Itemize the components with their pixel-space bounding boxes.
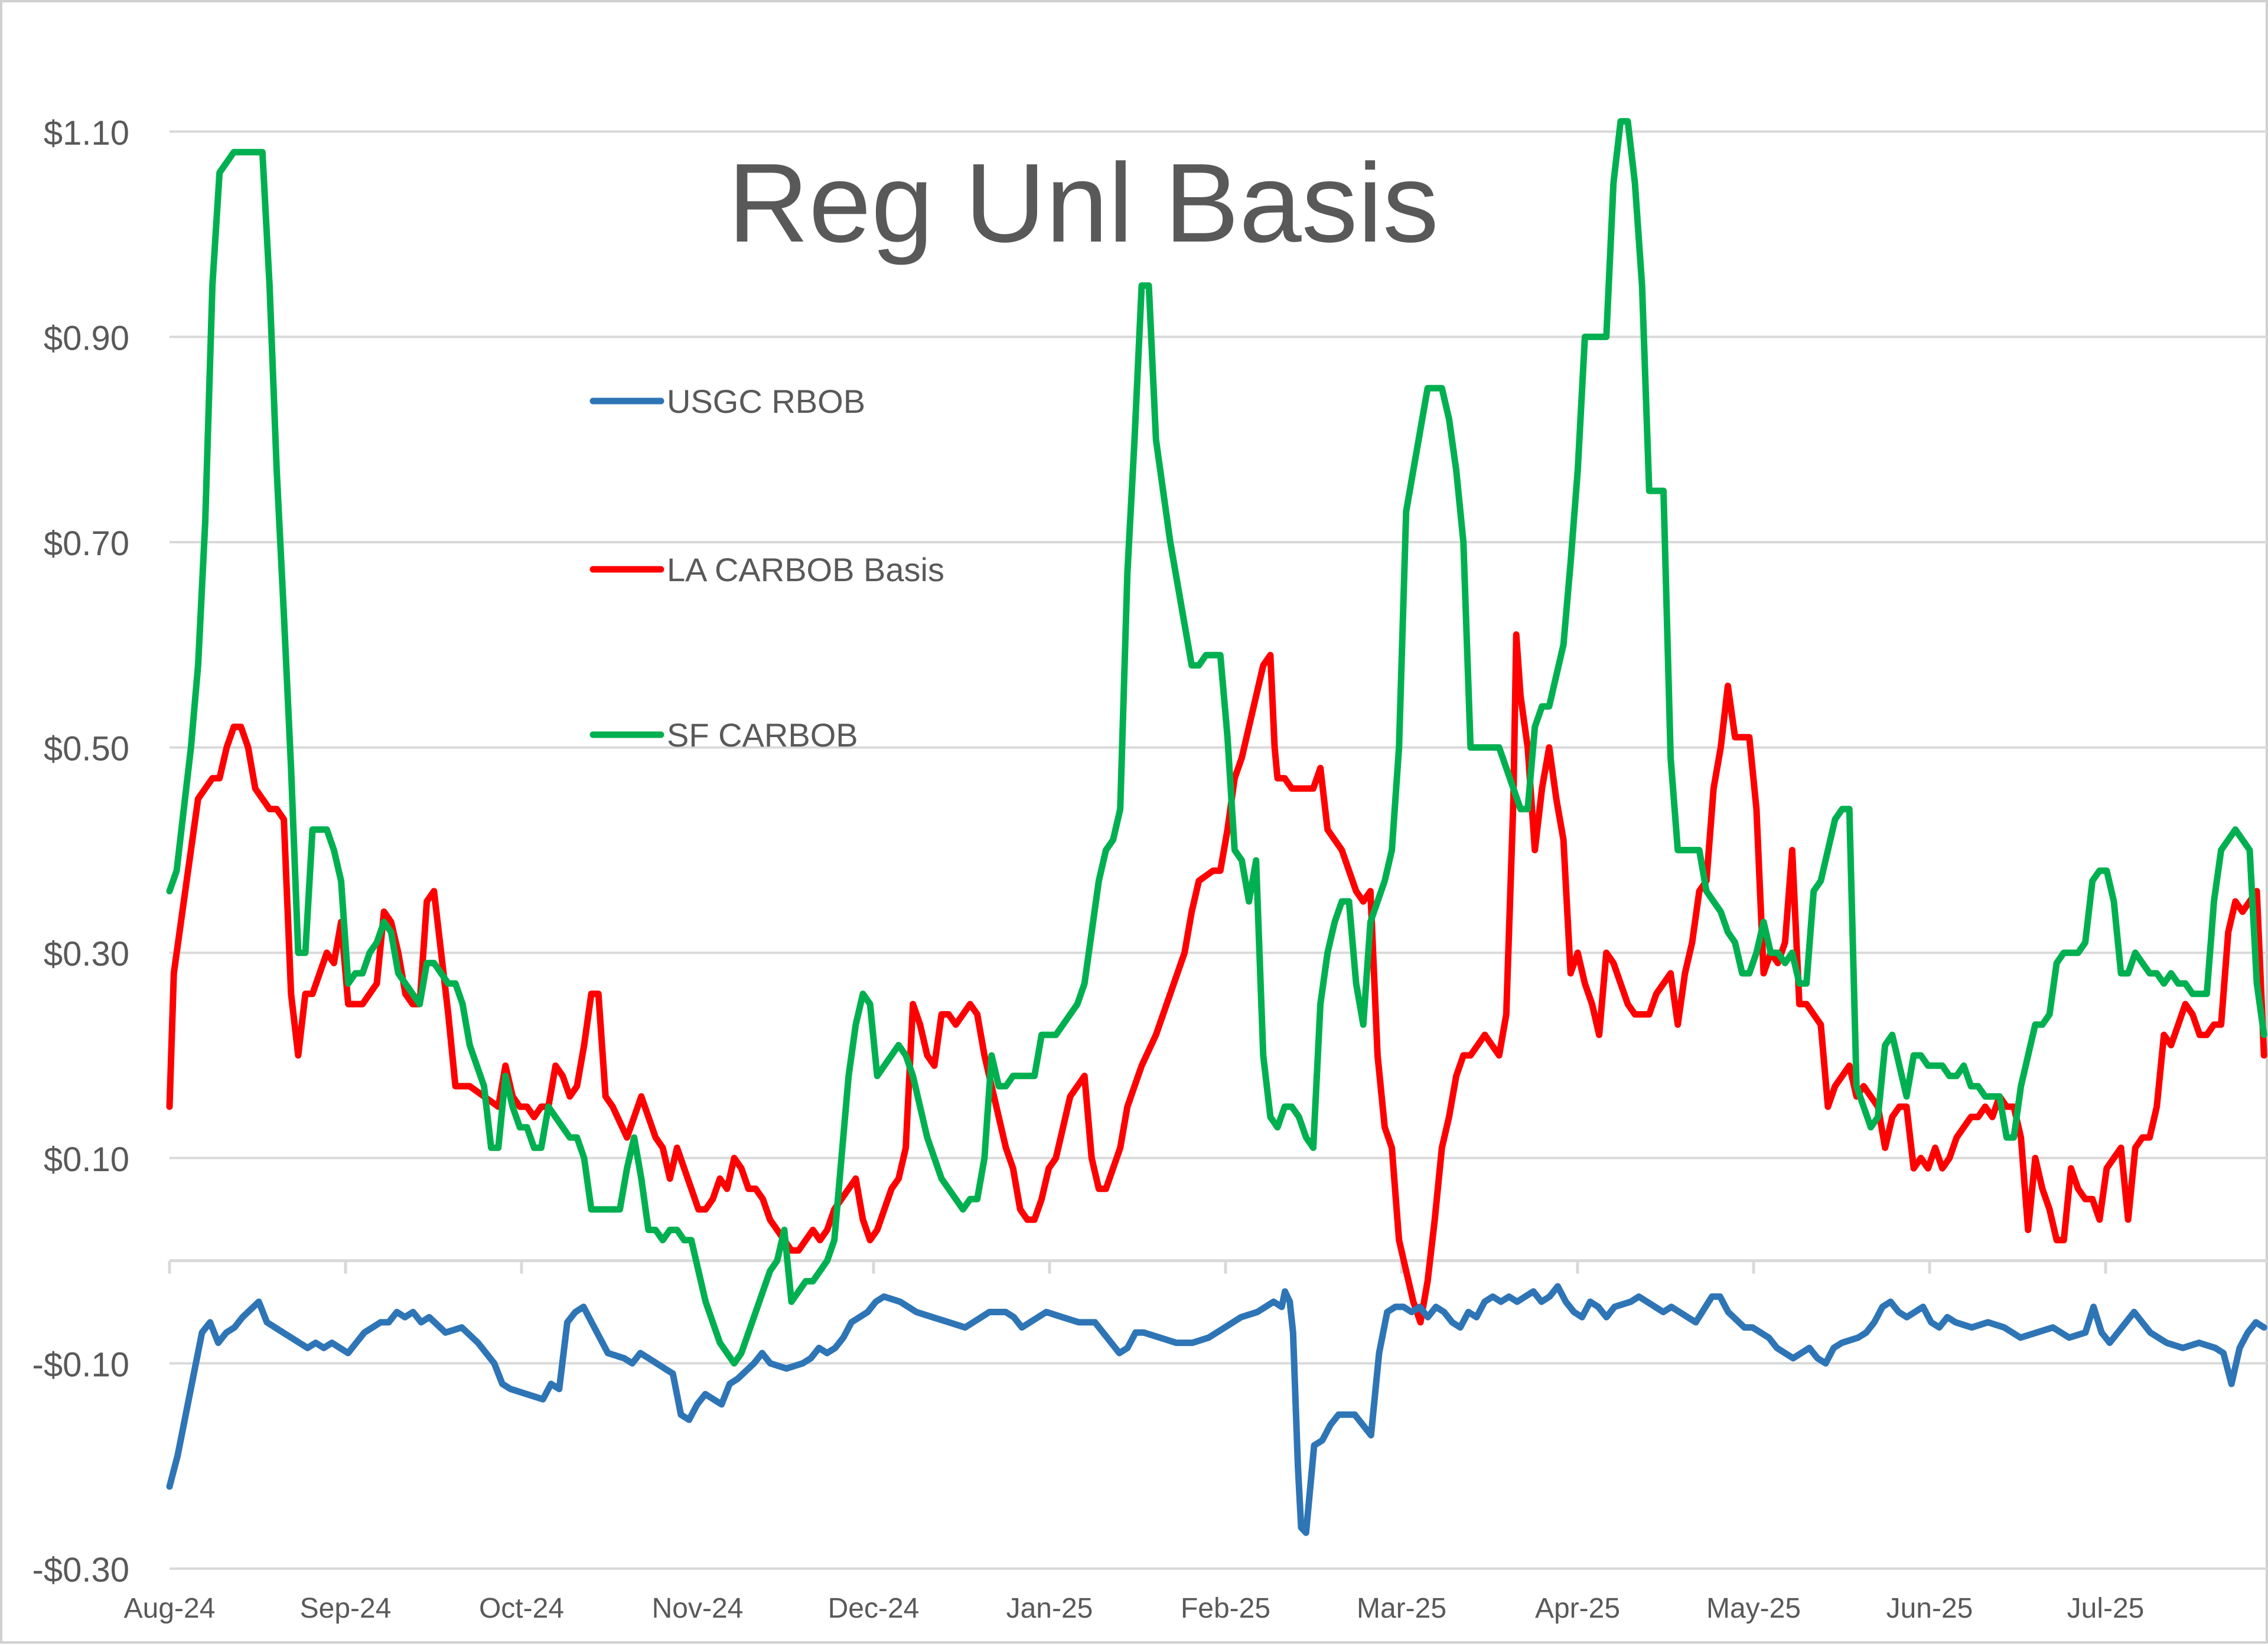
series-line-la-carbob-basis — [166, 631, 2267, 1326]
y-tick-labels: -$0.30 -$0.10 $0.10 $0.30 $0.50 $0.70 $0.90 $1.… — [32, 114, 129, 1589]
x-tick-label: Feb-25 — [1181, 1593, 1270, 1624]
x-tick-label: Nov-24 — [652, 1593, 744, 1624]
x-tick-label: Sep-24 — [300, 1593, 392, 1624]
axis-layer — [168, 1259, 2267, 1274]
y-tick-label: $0.50 — [44, 730, 129, 768]
x-tick-label: Oct-24 — [479, 1593, 564, 1624]
grid-layer — [170, 130, 2267, 1570]
x-tick-label: Mar-25 — [1357, 1593, 1446, 1624]
x-tick-label: Jan-25 — [1006, 1593, 1093, 1624]
series-line-usgc-rbob — [166, 1283, 2267, 1536]
x-tick-label: Dec-24 — [828, 1593, 920, 1624]
series-line-sf-carbob — [166, 118, 2267, 1367]
series-layer — [166, 118, 2267, 1536]
y-tick-label: $0.30 — [44, 935, 129, 973]
x-tick-label: Jun-25 — [1886, 1593, 1973, 1624]
x-tick-label: Aug-24 — [124, 1593, 216, 1624]
legend-label: LA CARBOB Basis — [667, 551, 944, 588]
y-tick-label: -$0.10 — [32, 1345, 129, 1384]
y-tick-label: $0.90 — [44, 319, 129, 357]
legend-label: USGC RBOB — [667, 383, 865, 420]
y-tick-label: -$0.30 — [32, 1551, 129, 1589]
legend-label: SF CARBOB — [667, 716, 858, 754]
y-tick-label: $1.10 — [44, 114, 129, 152]
legend: USGC RBOB LA CARBOB Basis SF CARBOB — [589, 383, 944, 754]
x-tick-label: Jul-25 — [2067, 1593, 2145, 1624]
y-tick-label: $0.10 — [44, 1140, 129, 1179]
x-tick-labels: Aug-24 Sep-24 Oct-24 Nov-24 Dec-24 Jan-25 Feb-… — [124, 1593, 2145, 1624]
chart-title: Reg Unl Basis — [728, 141, 1439, 266]
y-tick-label: $0.70 — [44, 524, 129, 563]
x-tick-label: Apr-25 — [1535, 1593, 1620, 1624]
x-tick-label: May-25 — [1706, 1593, 1801, 1624]
